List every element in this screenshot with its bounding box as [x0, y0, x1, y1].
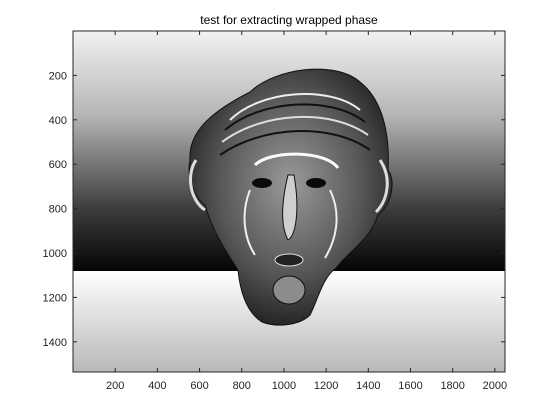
x-tick-label: 2000: [483, 380, 507, 392]
left-cheek-fringe: [243, 189, 256, 256]
mouth: [274, 253, 304, 267]
side-hair-left: [189, 159, 206, 212]
head-phase-map: [188, 68, 393, 326]
side-hair-right: [374, 159, 389, 214]
axes-frame: [72, 30, 506, 373]
y-axis: 200 400 600 800 1000 1200 1400: [43, 70, 505, 349]
forehead-fringe-2: [224, 103, 366, 131]
y-tick-label: 400: [49, 115, 67, 127]
nose: [282, 174, 298, 241]
x-tick-label: 1600: [398, 380, 422, 392]
x-tick-label: 400: [148, 380, 166, 392]
x-tick-label: 200: [106, 380, 124, 392]
x-tick-label: 1000: [272, 380, 296, 392]
x-tick-label: 800: [233, 380, 251, 392]
x-axis: 200 400 600 800 1000 1200 1400 1600 1800 2000: [106, 31, 507, 392]
x-tick-label: 1400: [356, 380, 380, 392]
chin: [272, 275, 306, 305]
y-tick-label: 200: [49, 70, 67, 82]
y-tick-label: 1000: [43, 248, 67, 260]
y-tick-label: 1200: [43, 292, 67, 304]
y-tick-label: 600: [49, 159, 67, 171]
x-tick-label: 1200: [314, 380, 338, 392]
left-eye: [252, 178, 272, 188]
right-cheek-fringe: [324, 189, 338, 259]
forehead-fringe-1: [229, 93, 361, 121]
y-tick-label: 1400: [43, 337, 67, 349]
right-eye: [306, 178, 326, 188]
forehead-fringe-3: [221, 115, 369, 143]
chart-title: test for extracting wrapped phase: [200, 13, 378, 27]
brow-ridge: [253, 152, 340, 170]
x-tick-label: 1800: [440, 380, 464, 392]
image-area: [73, 31, 505, 372]
x-tick-label: 600: [190, 380, 208, 392]
y-tick-label: 800: [49, 204, 67, 216]
forehead-fringe-4: [219, 129, 371, 156]
